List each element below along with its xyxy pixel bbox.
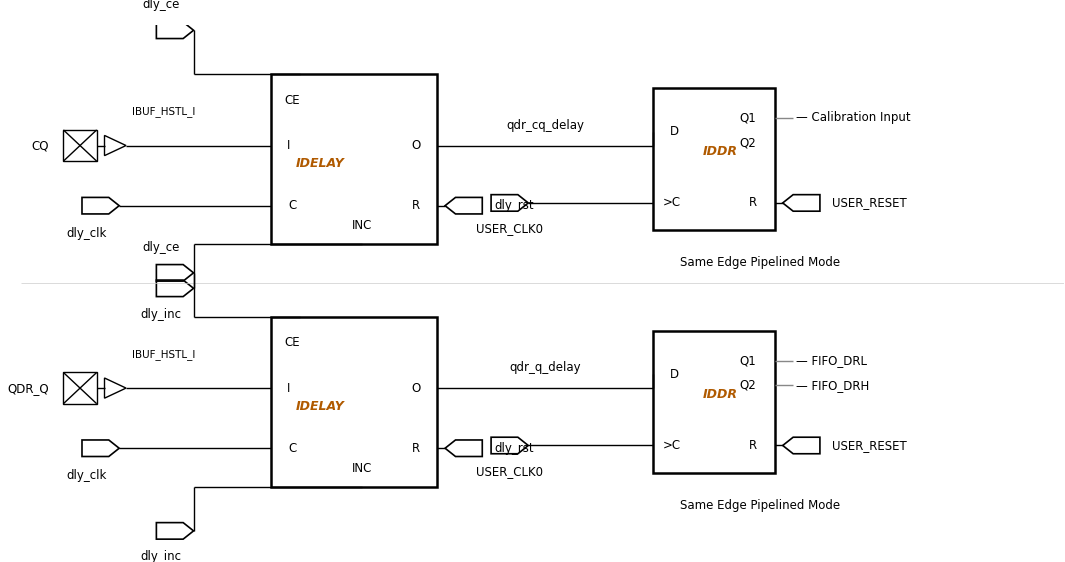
Text: IDELAY: IDELAY xyxy=(295,400,344,413)
Text: CE: CE xyxy=(284,336,300,349)
Text: dly_rst: dly_rst xyxy=(494,199,534,212)
Text: IDDR: IDDR xyxy=(702,146,737,158)
Text: QDR_Q: QDR_Q xyxy=(7,382,49,395)
Bar xyxy=(271,74,438,244)
Text: I: I xyxy=(286,139,290,152)
Text: qdr_cq_delay: qdr_cq_delay xyxy=(506,119,584,132)
Text: CE: CE xyxy=(284,94,300,107)
Text: D: D xyxy=(670,368,678,381)
Bar xyxy=(653,88,775,230)
Text: IBUF_HSTL_I: IBUF_HSTL_I xyxy=(132,348,195,360)
Text: I: I xyxy=(286,382,290,395)
Text: Same Edge Pipelined Mode: Same Edge Pipelined Mode xyxy=(681,498,840,511)
Text: O: O xyxy=(411,139,421,152)
Text: dly_ce: dly_ce xyxy=(143,241,180,253)
Bar xyxy=(271,317,438,487)
Bar xyxy=(64,373,97,404)
Text: Q2: Q2 xyxy=(739,379,756,392)
Text: qdr_q_delay: qdr_q_delay xyxy=(509,361,580,374)
Text: R: R xyxy=(412,442,420,455)
Text: dly_clk: dly_clk xyxy=(67,469,108,482)
Text: CQ: CQ xyxy=(31,139,49,152)
Text: dly_inc: dly_inc xyxy=(141,307,182,320)
Text: USER_RESET: USER_RESET xyxy=(832,439,906,452)
Text: C: C xyxy=(289,199,296,212)
Text: C: C xyxy=(289,442,296,455)
Text: IDDR: IDDR xyxy=(702,388,737,401)
Text: Q1: Q1 xyxy=(739,111,756,124)
Text: — Calibration Input: — Calibration Input xyxy=(797,111,911,124)
Text: — FIFO_DRL: — FIFO_DRL xyxy=(797,354,867,367)
Text: INC: INC xyxy=(353,219,373,232)
Text: Q2: Q2 xyxy=(739,136,756,149)
Bar xyxy=(64,130,97,161)
Text: — FIFO_DRH: — FIFO_DRH xyxy=(797,379,870,392)
Text: O: O xyxy=(411,382,421,395)
Text: INC: INC xyxy=(353,462,373,475)
Text: Same Edge Pipelined Mode: Same Edge Pipelined Mode xyxy=(681,256,840,269)
Text: >C: >C xyxy=(662,197,681,210)
Bar xyxy=(653,330,775,473)
Text: dly_rst: dly_rst xyxy=(494,442,534,455)
Text: R: R xyxy=(750,197,757,210)
Text: dly_ce: dly_ce xyxy=(143,0,180,11)
Text: USER_RESET: USER_RESET xyxy=(832,197,906,210)
Text: D: D xyxy=(670,125,678,138)
Text: R: R xyxy=(750,439,757,452)
Text: USER_CLK0: USER_CLK0 xyxy=(476,465,543,478)
Text: dly_clk: dly_clk xyxy=(67,226,108,240)
Text: >C: >C xyxy=(662,439,681,452)
Text: dly_inc: dly_inc xyxy=(141,550,182,562)
Text: USER_CLK0: USER_CLK0 xyxy=(476,222,543,235)
Text: R: R xyxy=(412,199,420,212)
Text: IDELAY: IDELAY xyxy=(295,157,344,170)
Text: IBUF_HSTL_I: IBUF_HSTL_I xyxy=(132,106,195,117)
Text: Q1: Q1 xyxy=(739,354,756,367)
